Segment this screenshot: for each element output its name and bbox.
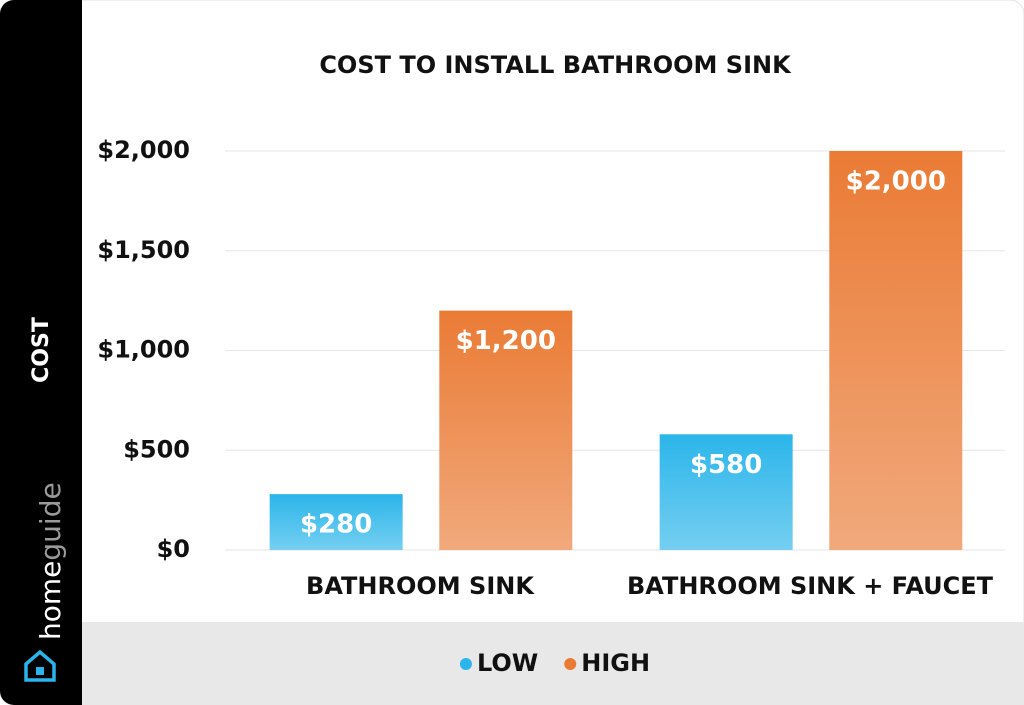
house bbox=[24, 649, 56, 682]
legend-label: HIGH bbox=[581, 649, 650, 677]
y-tick-label: $2,000 bbox=[97, 136, 190, 164]
legend: LOW HIGH bbox=[459, 649, 650, 677]
y-tick-label: $1,000 bbox=[97, 336, 190, 364]
bar bbox=[659, 434, 793, 550]
house-window bbox=[36, 667, 44, 675]
chart-title: COST TO INSTALL BATHROOM SINK bbox=[319, 51, 792, 79]
bar bbox=[269, 494, 403, 550]
brand-icon bbox=[24, 649, 56, 682]
legend-marker bbox=[459, 658, 472, 670]
brand-part: home bbox=[34, 561, 67, 640]
value-label: $1,200 bbox=[456, 326, 556, 356]
value-label: $2,000 bbox=[846, 167, 946, 197]
side-band bbox=[0, 0, 82, 705]
brand: homeguide bbox=[34, 482, 67, 640]
legend-marker bbox=[564, 658, 577, 670]
y-tick-label: $1,500 bbox=[97, 236, 190, 264]
x-tick-label: BATHROOM SINK bbox=[306, 572, 535, 600]
legend-label: LOW bbox=[477, 649, 538, 677]
value-label: $280 bbox=[300, 510, 372, 540]
y-tick-label: $500 bbox=[123, 435, 190, 463]
bar bbox=[829, 151, 963, 550]
brand-part: guide bbox=[34, 482, 67, 560]
y-axis-label: COST bbox=[29, 317, 54, 383]
value-label: $580 bbox=[690, 450, 762, 480]
y-tick-label: $0 bbox=[157, 535, 190, 563]
legend-band bbox=[82, 622, 1024, 705]
x-tick-label: BATHROOM SINK + FAUCET bbox=[627, 572, 994, 600]
bar bbox=[439, 310, 573, 550]
